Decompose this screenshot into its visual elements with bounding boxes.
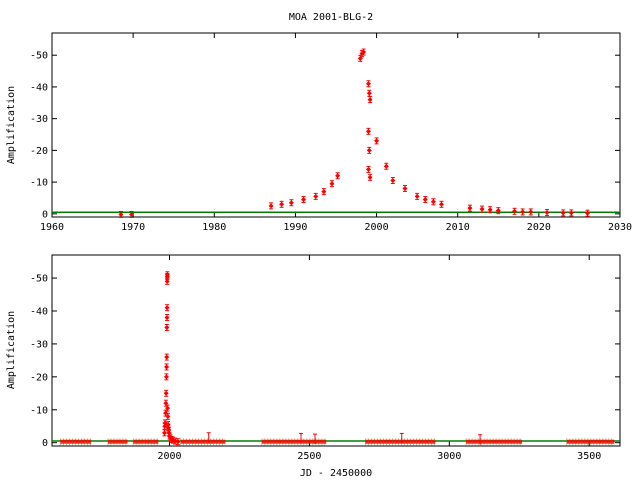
data-point (161, 429, 167, 437)
baseline-data-cluster (566, 438, 615, 446)
data-point (399, 432, 404, 444)
plot-frame (51, 254, 621, 447)
x-tick-label: 1990 (283, 222, 307, 233)
data-point (301, 196, 307, 204)
chart-title: MOA 2001-BLG-2 (289, 12, 373, 23)
data-point (487, 206, 493, 214)
y-tick-label: -30 (30, 339, 48, 350)
data-point (165, 412, 171, 420)
data-point (164, 271, 170, 279)
baseline-data-cluster (365, 438, 436, 446)
baseline-data-cluster (261, 438, 327, 446)
x-tick-label: 2030 (608, 222, 632, 233)
x-tick-label: 3500 (577, 451, 601, 462)
x-tick-label: 2010 (446, 222, 470, 233)
bottom-panel: 2000 2500 3000 3500 0 -10 -20 -30 -40 -50 Amplific… (6, 254, 621, 479)
y-axis-label: Amplification (6, 86, 17, 164)
data-point (366, 89, 372, 97)
data-point (118, 210, 124, 218)
data-point (365, 165, 371, 173)
data-point (390, 177, 396, 185)
y-tick-label: 0 (42, 438, 48, 449)
data-point (414, 192, 420, 200)
data-point (383, 162, 389, 170)
data-point (313, 192, 319, 200)
data-point (129, 210, 135, 218)
data-point (365, 127, 371, 135)
data-point (163, 373, 169, 381)
data-point (164, 353, 170, 361)
x-tick-label: 2000 (365, 222, 389, 233)
data-point (512, 207, 518, 215)
x-tick-label: 1960 (40, 222, 64, 233)
data-point (268, 202, 274, 210)
plot-frame (51, 32, 621, 218)
data-point (164, 314, 170, 322)
data-point (288, 199, 294, 207)
data-point (479, 205, 485, 213)
data-point (321, 188, 327, 196)
x-tick-label: 1980 (202, 222, 226, 233)
y-tick-label: -40 (30, 82, 48, 93)
data-point (335, 172, 341, 180)
data-point (313, 433, 318, 445)
data-point (329, 180, 335, 188)
data-point (367, 173, 373, 181)
y-tick-label: -20 (30, 372, 48, 383)
data-point (165, 404, 171, 412)
data-point (478, 434, 483, 445)
data-point (366, 146, 372, 154)
data-point (361, 48, 367, 56)
data-point (299, 432, 304, 444)
x-tick-label: 2000 (157, 451, 181, 462)
x-tick-label: 2020 (527, 222, 551, 233)
data-point (568, 209, 574, 217)
data-point (402, 184, 408, 192)
x-tick-label: 3000 (437, 451, 461, 462)
data-point (585, 209, 591, 217)
y-tick-label: -40 (30, 306, 48, 317)
data-point (206, 432, 211, 443)
y-tick-label: -30 (30, 114, 48, 125)
data-point (175, 438, 181, 446)
y-tick-label: 0 (42, 209, 48, 220)
data-point (528, 208, 534, 216)
data-point (467, 204, 473, 212)
y-tick-label: -50 (30, 51, 48, 62)
data-point (374, 137, 380, 145)
y-tick-label: -10 (30, 178, 48, 189)
baseline-data-cluster (107, 438, 128, 446)
data-point (365, 80, 371, 88)
baseline-data-cluster (465, 438, 523, 446)
y-tick-label: -50 (30, 274, 48, 285)
y-tick-label: -20 (30, 146, 48, 157)
data-point (520, 208, 526, 216)
baseline-data-cluster (132, 438, 159, 446)
data-point (544, 209, 550, 217)
data-point (164, 363, 170, 371)
data-point (495, 207, 501, 215)
data-point (279, 200, 285, 208)
y-tick-label: -10 (30, 405, 48, 416)
x-tick-label: 2500 (297, 451, 321, 462)
data-point (164, 304, 170, 312)
data-point (438, 200, 444, 208)
data-point (430, 198, 436, 206)
y-axis-label: Amplification (6, 311, 17, 389)
data-point (163, 389, 169, 397)
baseline-data-cluster (180, 438, 226, 446)
data-point (367, 96, 373, 104)
baseline-data-cluster (60, 438, 92, 446)
data-point (560, 209, 566, 217)
x-tick-label: 1970 (121, 222, 145, 233)
data-point (422, 196, 428, 204)
top-panel: 1960 1970 1980 1990 2000 2010 2020 2030 0 -10 -20 -… (6, 32, 632, 233)
x-axis-label: JD - 2450000 (300, 468, 372, 479)
data-point (164, 323, 170, 331)
